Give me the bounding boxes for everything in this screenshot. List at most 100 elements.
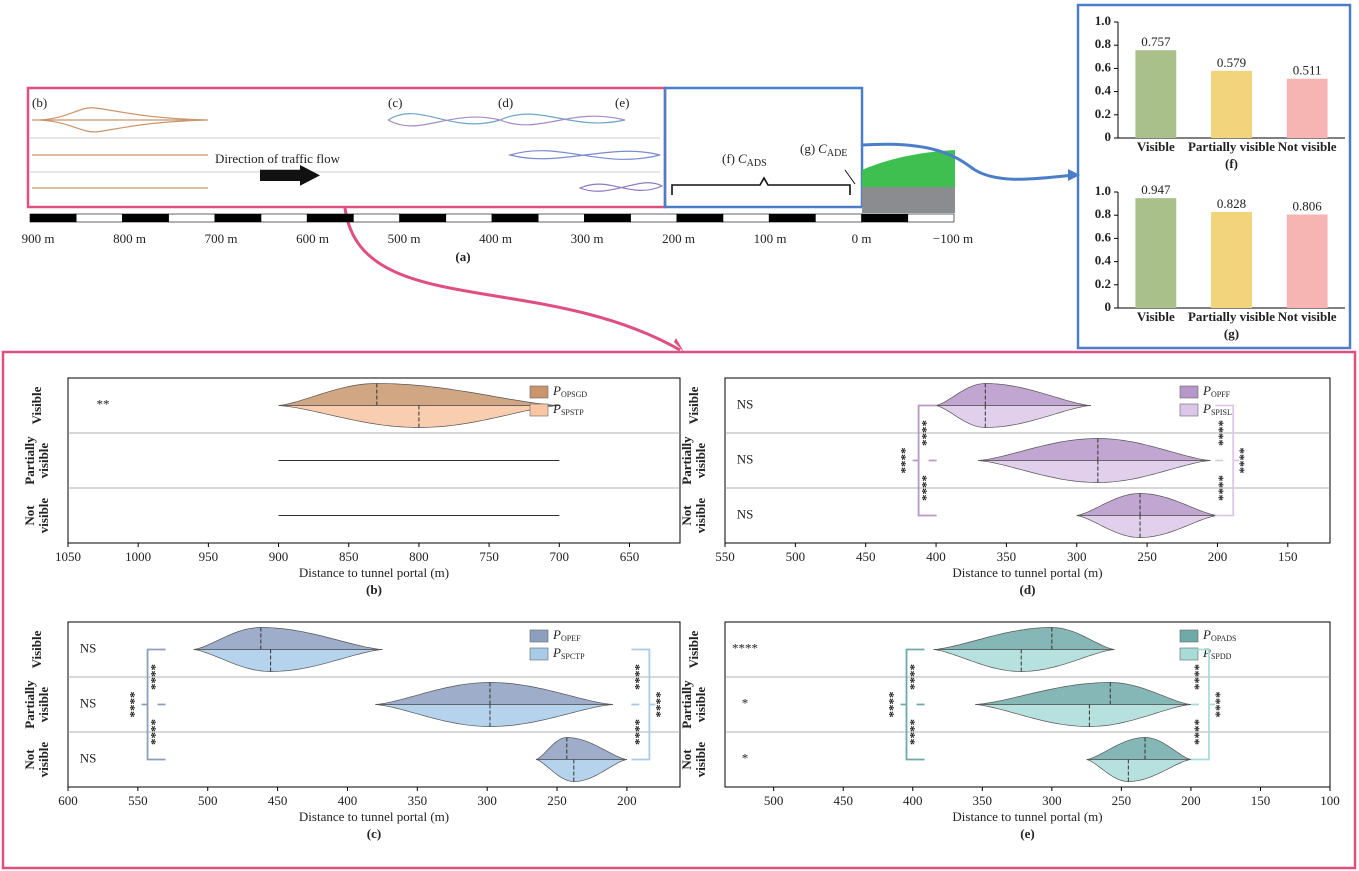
scale-segment [492, 214, 538, 222]
significance: **** [732, 640, 758, 655]
x-tick-label: 100 [1320, 793, 1340, 808]
violin-panel-box [3, 352, 1355, 868]
legend-swatch [530, 648, 548, 660]
x-tick-label: 500 [764, 793, 784, 808]
tunnel-gray [862, 187, 955, 213]
violin-half [375, 683, 613, 705]
legend-sub: OPADS [1211, 634, 1237, 643]
category-label: Partiallyvisible [22, 680, 51, 729]
scale-label: 900 m [22, 231, 55, 246]
x-tick-label: 350 [973, 793, 993, 808]
bracket-label: **** [1212, 692, 1227, 718]
x-tick-label: 950 [199, 549, 219, 564]
bracket-label: **** [127, 692, 142, 718]
scale-label: 600 m [296, 231, 329, 246]
legend-label: POPSGD [552, 383, 587, 399]
pink-connector [345, 208, 680, 350]
x-tick-label: 450 [833, 793, 853, 808]
legend-sub: SPISL [1211, 408, 1232, 417]
y-tick-label: 0.6 [1095, 59, 1112, 74]
legend-sub: OPSGD [561, 390, 587, 399]
scale-segment [815, 214, 861, 222]
scale-label: 100 m [754, 231, 787, 246]
significance: NS [737, 451, 754, 466]
bracket-label: **** [906, 719, 921, 745]
x-tick-label: 1000 [125, 549, 151, 564]
x-tick-label: 900 [269, 549, 289, 564]
significance: NS [80, 750, 97, 765]
x-tick-label: 650 [620, 549, 640, 564]
panel-label: (b) [32, 95, 47, 110]
violin-half [375, 705, 613, 727]
legend-swatch [530, 386, 548, 398]
figure: (b)(c)(d)(e)Direction of traffic flow(f)… [0, 0, 1359, 871]
chart-title: (e) [1020, 826, 1034, 841]
x-tick-label: Visible [1137, 139, 1175, 154]
legend-name: P [1202, 401, 1211, 416]
x-tick-label: 200 [1208, 549, 1228, 564]
label-sub: ADE [827, 148, 848, 159]
x-tick-label: 200 [617, 793, 637, 808]
y-tick-label: 0.8 [1095, 206, 1112, 221]
value-label: 0.947 [1141, 182, 1171, 197]
bracket-label: **** [1191, 664, 1206, 690]
legend-label: PSPSTP [552, 401, 584, 417]
bracket-label: **** [1236, 448, 1251, 474]
legend-swatch [530, 404, 548, 416]
x-tick-label: 250 [1112, 793, 1132, 808]
scale-segment [261, 214, 307, 222]
x-tick-label: 550 [715, 549, 735, 564]
category-label: Notvisible [22, 742, 51, 778]
scale-segment [677, 214, 723, 222]
scale-segment [353, 214, 399, 222]
x-tick-label: Partially visible [1188, 139, 1275, 154]
curve [580, 183, 662, 191]
category-label: Notvisible [22, 498, 51, 534]
x-tick-label: 300 [1067, 549, 1087, 564]
violin-half [536, 760, 627, 782]
violin-half [279, 384, 560, 406]
legend-label: PSPISL [1202, 401, 1232, 417]
y-tick-label: 1.0 [1095, 13, 1111, 28]
scale-label: 200 m [662, 231, 695, 246]
x-axis-label: Distance to tunnel portal (m) [299, 809, 449, 824]
x-tick-label: 400 [903, 793, 923, 808]
arrow [260, 165, 320, 186]
legend-sub: SPCTP [561, 652, 585, 661]
legend-sub: SPSTP [561, 408, 584, 417]
bracket-label: **** [1215, 475, 1230, 501]
legend-swatch [530, 630, 548, 642]
bar [1287, 79, 1328, 138]
brace [672, 178, 850, 195]
violin-half [536, 738, 627, 760]
scale-label: 400 m [479, 231, 512, 246]
category-label: Notvisible [679, 498, 708, 534]
scale-segment [862, 214, 908, 222]
bracket-label: **** [1191, 719, 1206, 745]
category-label: Notvisible [679, 742, 708, 778]
y-tick-label: 0.2 [1095, 276, 1111, 291]
scale-segment [169, 214, 215, 222]
y-tick-label: 0 [1105, 299, 1112, 314]
significance: NS [80, 695, 97, 710]
pink-box [28, 88, 665, 207]
legend-swatch [1180, 386, 1198, 398]
bracket-label: **** [1215, 420, 1230, 446]
label-sub: ADS [747, 158, 767, 169]
curve [510, 151, 660, 160]
x-tick-label: Not visible [1278, 139, 1337, 154]
significance: NS [737, 396, 754, 411]
violin-half [978, 439, 1210, 461]
legend-sub: OPEF [561, 634, 581, 643]
legend-name: P [552, 627, 561, 642]
scale-segment [584, 214, 630, 222]
x-tick-label: Not visible [1278, 309, 1337, 324]
value-label: 0.806 [1293, 198, 1323, 213]
bar [1211, 212, 1252, 308]
legend-name: P [1202, 627, 1211, 642]
legend-name: P [1202, 383, 1211, 398]
x-tick-label: 250 [1137, 549, 1157, 564]
portal-label: (f)CADS [722, 151, 767, 169]
category-label: Partiallyvisible [22, 436, 51, 485]
value-label: 0.511 [1293, 63, 1322, 78]
